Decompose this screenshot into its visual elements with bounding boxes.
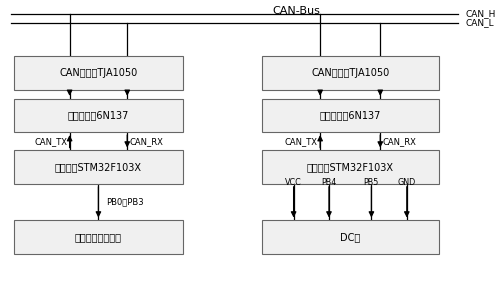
Text: 油路、发电机节点: 油路、发电机节点 xyxy=(75,232,122,242)
Text: PB0～PB3: PB0～PB3 xyxy=(106,198,143,207)
Text: CAN_L: CAN_L xyxy=(466,18,494,27)
Bar xyxy=(14,99,183,132)
Text: VCC: VCC xyxy=(285,178,302,187)
Bar xyxy=(14,56,183,90)
Text: CAN_RX: CAN_RX xyxy=(383,137,416,146)
Text: PB5: PB5 xyxy=(364,178,379,187)
Text: DC电: DC电 xyxy=(340,232,360,242)
Text: 微控制器STM32F103X: 微控制器STM32F103X xyxy=(307,162,394,172)
Bar xyxy=(262,56,439,90)
Text: CAN-Bus: CAN-Bus xyxy=(272,6,320,16)
Bar xyxy=(14,150,183,184)
Bar xyxy=(14,220,183,254)
Bar xyxy=(262,150,439,184)
Text: 光耦隔离噳6N137: 光耦隔离噳6N137 xyxy=(319,111,381,120)
Text: CAN_TX: CAN_TX xyxy=(34,137,67,146)
Text: CAN_H: CAN_H xyxy=(466,9,496,18)
Bar xyxy=(262,99,439,132)
Text: PB4: PB4 xyxy=(321,178,337,187)
Text: CAN收发器TJA1050: CAN收发器TJA1050 xyxy=(59,68,137,78)
Bar xyxy=(262,220,439,254)
Text: 光耦隔离噳6N137: 光耦隔离噳6N137 xyxy=(68,111,129,120)
Text: CAN_RX: CAN_RX xyxy=(130,137,163,146)
Text: CAN收发器TJA1050: CAN收发器TJA1050 xyxy=(311,68,389,78)
Text: GND: GND xyxy=(398,178,416,187)
Text: 微控制器STM32F103X: 微控制器STM32F103X xyxy=(55,162,142,172)
Text: CAN_TX: CAN_TX xyxy=(285,137,318,146)
